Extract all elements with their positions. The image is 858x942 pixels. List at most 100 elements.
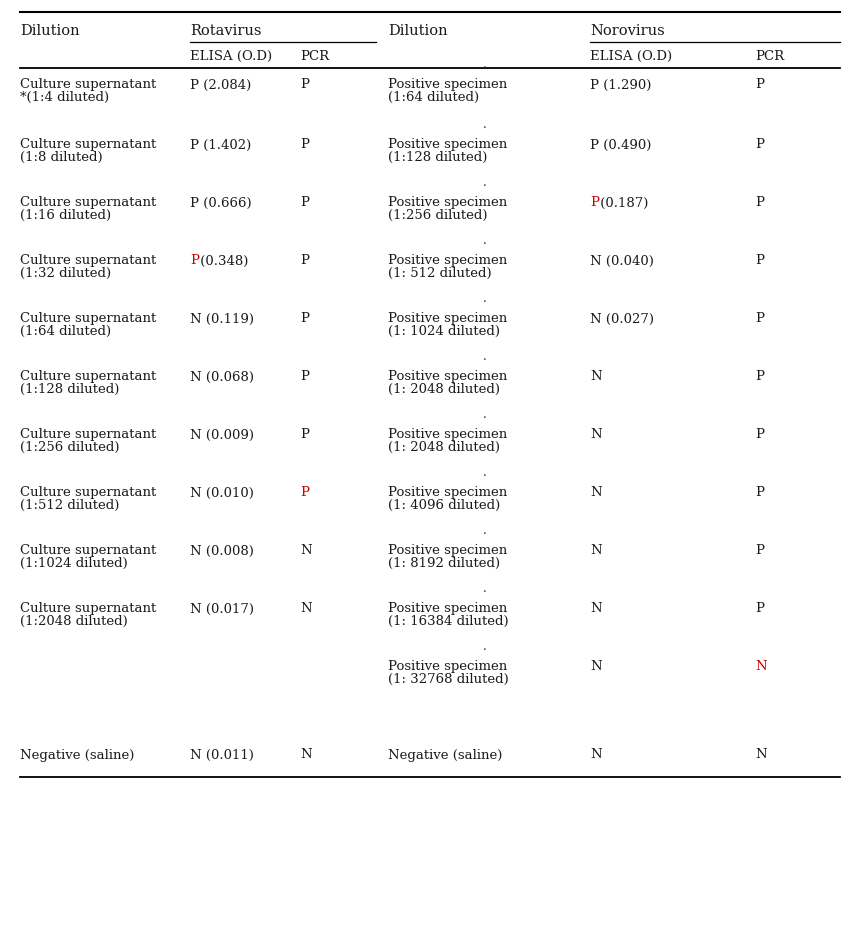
Text: ·: · (483, 180, 487, 193)
Text: (1:64 diluted): (1:64 diluted) (20, 325, 112, 338)
Text: P (1.290): P (1.290) (590, 78, 651, 91)
Text: Culture supernatant: Culture supernatant (20, 428, 156, 441)
Text: Positive specimen: Positive specimen (388, 138, 507, 151)
Text: Dilution: Dilution (388, 24, 448, 38)
Text: P: P (755, 254, 764, 268)
Text: P (1.402): P (1.402) (190, 138, 251, 152)
Text: ·: · (483, 62, 487, 75)
Text: P: P (755, 370, 764, 383)
Text: (0.187): (0.187) (596, 197, 649, 209)
Text: N (0.119): N (0.119) (190, 313, 254, 326)
Text: (1: 32768 diluted): (1: 32768 diluted) (388, 673, 509, 686)
Text: P: P (755, 138, 764, 152)
Text: Culture supernatant: Culture supernatant (20, 78, 156, 91)
Text: Negative (saline): Negative (saline) (388, 749, 503, 761)
Text: (1:8 diluted): (1:8 diluted) (20, 151, 103, 164)
Text: P: P (755, 197, 764, 209)
Text: Negative (saline): Negative (saline) (20, 749, 135, 761)
Text: Positive specimen: Positive specimen (388, 660, 507, 673)
Text: PCR: PCR (755, 50, 784, 63)
Text: (1: 1024 diluted): (1: 1024 diluted) (388, 325, 500, 338)
Text: Rotavirus: Rotavirus (190, 24, 262, 38)
Text: N (0.011): N (0.011) (190, 749, 254, 761)
Text: N: N (755, 749, 767, 761)
Text: N: N (590, 429, 601, 442)
Text: ·: · (483, 296, 487, 309)
Text: P: P (300, 78, 309, 91)
Text: Culture supernatant: Culture supernatant (20, 138, 156, 151)
Text: P: P (755, 313, 764, 326)
Text: Positive specimen: Positive specimen (388, 544, 507, 557)
Text: P (2.084): P (2.084) (190, 78, 251, 91)
Text: N (0.008): N (0.008) (190, 544, 254, 558)
Text: Dilution: Dilution (20, 24, 80, 38)
Text: P: P (590, 197, 599, 209)
Text: ·: · (483, 470, 487, 483)
Text: N: N (300, 544, 311, 558)
Text: Positive specimen: Positive specimen (388, 196, 507, 209)
Text: P: P (190, 254, 199, 268)
Text: P: P (755, 486, 764, 499)
Text: Positive specimen: Positive specimen (388, 428, 507, 441)
Text: (1:1024 diluted): (1:1024 diluted) (20, 557, 128, 570)
Text: Culture supernatant: Culture supernatant (20, 254, 156, 267)
Text: ·: · (483, 586, 487, 599)
Text: Positive specimen: Positive specimen (388, 254, 507, 267)
Text: N: N (590, 660, 601, 674)
Text: Positive specimen: Positive specimen (388, 370, 507, 383)
Text: P (0.490): P (0.490) (590, 138, 651, 152)
Text: N (0.040): N (0.040) (590, 254, 654, 268)
Text: P: P (755, 429, 764, 442)
Text: (1:64 diluted): (1:64 diluted) (388, 91, 479, 104)
Text: P: P (300, 370, 309, 383)
Text: P: P (300, 254, 309, 268)
Text: N: N (300, 603, 311, 615)
Text: (1:512 diluted): (1:512 diluted) (20, 499, 119, 512)
Text: P: P (300, 138, 309, 152)
Text: Culture supernatant: Culture supernatant (20, 370, 156, 383)
Text: Culture supernatant: Culture supernatant (20, 312, 156, 325)
Text: ELISA (O.D): ELISA (O.D) (590, 50, 672, 63)
Text: (1: 512 diluted): (1: 512 diluted) (388, 267, 492, 280)
Text: N: N (590, 749, 601, 761)
Text: PCR: PCR (300, 50, 329, 63)
Text: ·: · (483, 354, 487, 367)
Text: (1:256 diluted): (1:256 diluted) (20, 441, 119, 454)
Text: N: N (590, 603, 601, 615)
Text: P: P (300, 429, 309, 442)
Text: (0.348): (0.348) (196, 254, 248, 268)
Text: ·: · (483, 238, 487, 251)
Text: (1:16 diluted): (1:16 diluted) (20, 209, 112, 222)
Text: (1:32 diluted): (1:32 diluted) (20, 267, 112, 280)
Text: Positive specimen: Positive specimen (388, 78, 507, 91)
Text: (1: 2048 diluted): (1: 2048 diluted) (388, 441, 500, 454)
Text: N (0.068): N (0.068) (190, 370, 254, 383)
Text: Culture supernatant: Culture supernatant (20, 196, 156, 209)
Text: N: N (590, 544, 601, 558)
Text: ·: · (483, 644, 487, 657)
Text: (1: 8192 diluted): (1: 8192 diluted) (388, 557, 500, 570)
Text: (1: 2048 diluted): (1: 2048 diluted) (388, 383, 500, 396)
Text: (1:128 diluted): (1:128 diluted) (20, 383, 119, 396)
Text: N (0.017): N (0.017) (190, 603, 254, 615)
Text: Norovirus: Norovirus (590, 24, 665, 38)
Text: P: P (755, 78, 764, 91)
Text: N: N (590, 486, 601, 499)
Text: Positive specimen: Positive specimen (388, 312, 507, 325)
Text: (1:256 diluted): (1:256 diluted) (388, 209, 487, 222)
Text: N: N (300, 749, 311, 761)
Text: N: N (755, 660, 767, 674)
Text: ·: · (483, 528, 487, 541)
Text: *(1:4 diluted): *(1:4 diluted) (20, 91, 109, 104)
Text: P: P (300, 197, 309, 209)
Text: N (0.010): N (0.010) (190, 486, 254, 499)
Text: Positive specimen: Positive specimen (388, 602, 507, 615)
Text: N (0.027): N (0.027) (590, 313, 654, 326)
Text: (1: 4096 diluted): (1: 4096 diluted) (388, 499, 500, 512)
Text: N: N (590, 370, 601, 383)
Text: P: P (755, 544, 764, 558)
Text: ELISA (O.D): ELISA (O.D) (190, 50, 272, 63)
Text: (1:2048 diluted): (1:2048 diluted) (20, 615, 128, 628)
Text: Positive specimen: Positive specimen (388, 486, 507, 499)
Text: (1:128 diluted): (1:128 diluted) (388, 151, 487, 164)
